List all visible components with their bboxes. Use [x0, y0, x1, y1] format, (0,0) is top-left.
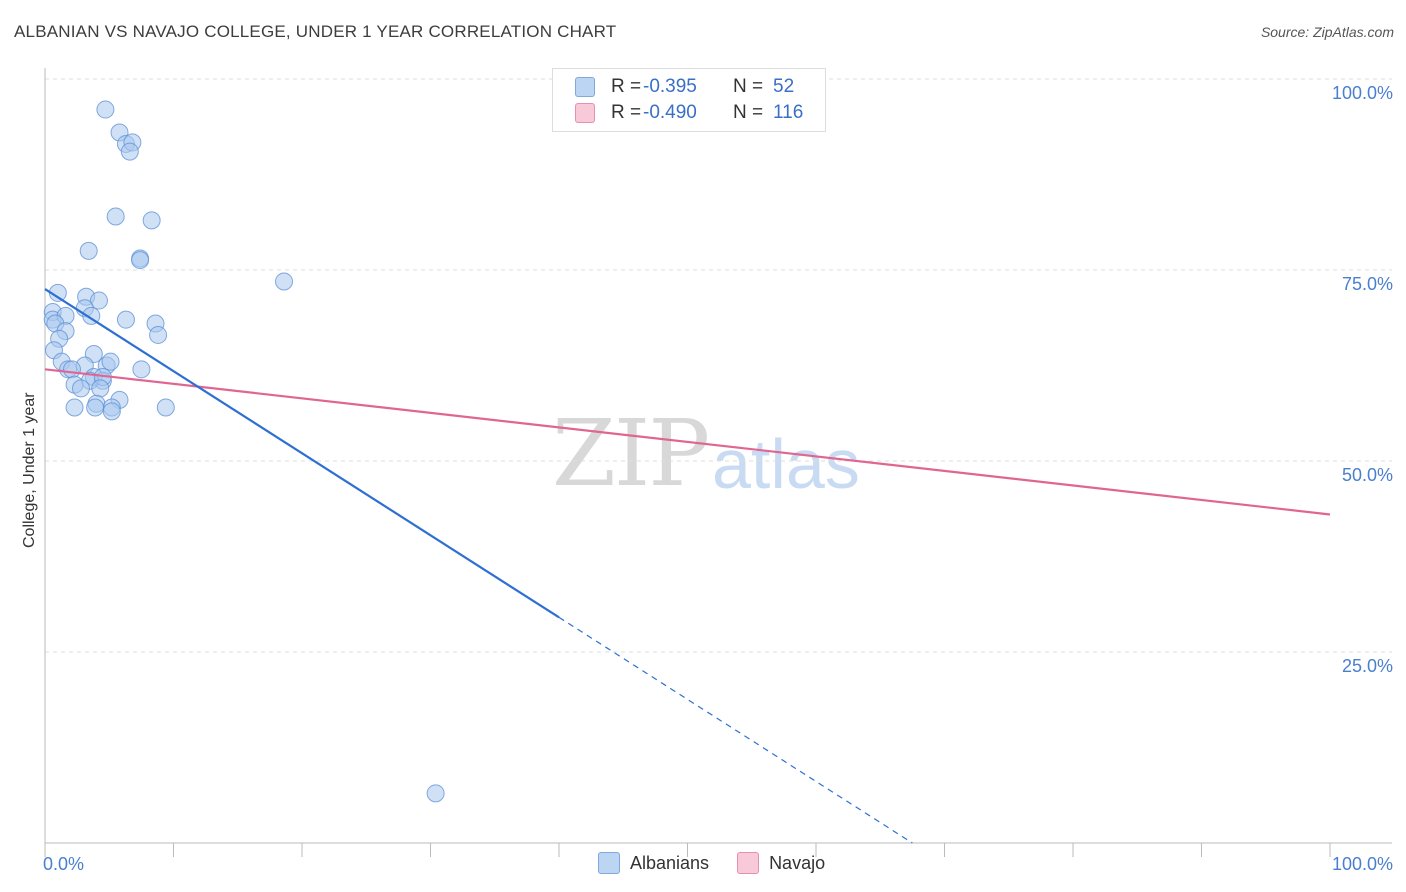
n-value: 52 — [773, 76, 795, 97]
albanian-point — [62, 360, 81, 379]
albanian-point — [79, 241, 98, 260]
albanian-point — [426, 784, 445, 803]
albanian-point — [86, 398, 105, 417]
albanian-point — [71, 379, 90, 398]
albanian-point — [101, 352, 120, 371]
albanians-swatch — [575, 77, 595, 97]
albanian-point — [156, 398, 175, 417]
albanians-legend-swatch — [598, 852, 620, 874]
albanian-point — [89, 291, 108, 310]
r-label: R = — [611, 76, 642, 97]
n-label: N = — [733, 102, 764, 123]
legend-item-navajo[interactable]: Navajo — [737, 852, 825, 874]
legend-item-albanians[interactable]: Albanians — [598, 852, 709, 874]
albanian-point — [102, 402, 121, 421]
albanian-point — [149, 325, 168, 344]
r-value: -0.490 — [643, 102, 697, 123]
y-tick-label: 25.0% — [1342, 656, 1393, 676]
x-tick-label: 0.0% — [43, 854, 84, 874]
legend-row-navajo: R = -0.490 N = 116 — [575, 101, 803, 125]
legend-row-albanians: R = -0.395 N = 52 — [575, 75, 794, 99]
albanian-point — [132, 360, 151, 379]
albanians-trendline — [44, 288, 560, 619]
stats-legend: R = -0.395 N = 52 R = -0.490 N = 116 — [552, 68, 826, 132]
navajo-trendline — [44, 368, 1331, 516]
albanian-point — [96, 100, 115, 119]
albanian-point — [106, 207, 125, 226]
albanian-point — [65, 398, 84, 417]
navajo-legend-swatch — [737, 852, 760, 874]
r-value: -0.395 — [643, 76, 697, 97]
y-axis-label: College, Under 1 year — [21, 392, 38, 548]
source-label: Source: ZipAtlas.com — [1260, 24, 1394, 40]
albanian-point — [120, 142, 139, 161]
y-tick-label: 75.0% — [1342, 274, 1393, 294]
y-tick-label: 100.0% — [1332, 83, 1393, 103]
x-tick-label: 100.0% — [1332, 854, 1393, 874]
albanian-point — [116, 310, 135, 329]
watermark-zip: ZIP — [552, 400, 710, 507]
watermark-atlas: atlas — [712, 425, 860, 503]
albanian-point — [142, 211, 161, 230]
albanians-legend-label: Albanians — [630, 852, 710, 873]
series-legend: Albanians Navajo — [598, 852, 853, 874]
n-label: N = — [733, 76, 764, 97]
navajo-swatch — [575, 103, 595, 123]
albanians-trendline-extension — [558, 616, 913, 844]
navajo-legend-label: Navajo — [769, 852, 826, 873]
albanian-point — [91, 379, 110, 398]
y-tick-label: 50.0% — [1342, 465, 1393, 485]
chart-title: ALBANIAN VS NAVAJO COLLEGE, UNDER 1 YEAR… — [14, 22, 617, 41]
albanian-point — [275, 272, 294, 291]
n-value: 116 — [773, 102, 804, 123]
albanian-point — [131, 251, 150, 270]
r-label: R = — [611, 102, 642, 123]
